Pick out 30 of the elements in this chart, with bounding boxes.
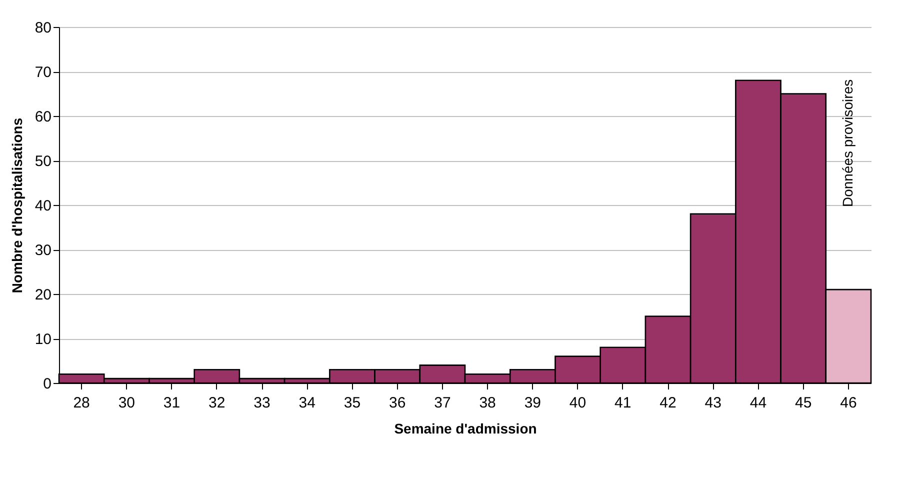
x-tick-label: 44 <box>750 394 767 412</box>
x-tick-label: 42 <box>660 394 676 412</box>
y-tick-label: 60 <box>34 108 52 126</box>
x-tick-label: 43 <box>704 394 722 412</box>
x-tick-label: 45 <box>794 394 812 412</box>
x-tick-label: 37 <box>434 394 451 412</box>
x-tick-label: 30 <box>118 394 136 412</box>
x-tick-label: 35 <box>344 394 361 412</box>
x-tick-label: 46 <box>840 394 857 412</box>
x-tick-label: 41 <box>614 394 632 412</box>
y-tick-label: 10 <box>34 331 52 348</box>
x-tick-label: 38 <box>479 394 496 412</box>
y-tick-label: 50 <box>34 153 52 170</box>
x-tick-label: 33 <box>254 394 270 412</box>
y-tick-label: 40 <box>34 198 52 214</box>
x-axis-title: Semaine d'admission <box>394 420 537 436</box>
y-axis-title: Nombre d'hospitalisations <box>8 118 25 294</box>
x-tick-label: 36 <box>388 394 406 412</box>
y-tick-label: 80 <box>34 20 52 36</box>
annotation: Données provisoires <box>839 79 856 207</box>
y-tick-label: 0 <box>43 376 52 392</box>
x-tick-label: 28 <box>73 394 90 412</box>
x-tick-label: 34 <box>298 394 316 412</box>
x-tick-label: 31 <box>163 394 180 412</box>
y-tick-label: 70 <box>34 64 52 81</box>
y-tick-label: 20 <box>34 286 52 304</box>
x-tick-label: 39 <box>524 394 542 412</box>
x-tick-label: 32 <box>208 394 226 412</box>
x-tick-label: 40 <box>569 394 586 412</box>
y-tick-label: 30 <box>34 242 52 259</box>
